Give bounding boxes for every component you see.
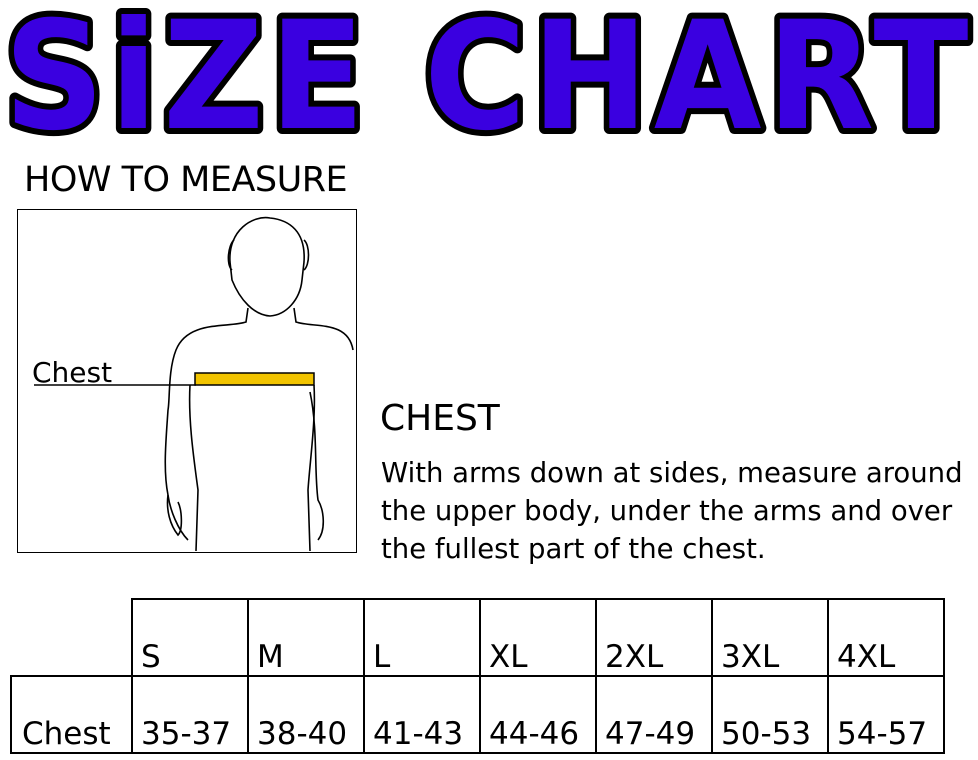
table-cell: 44-46	[479, 675, 597, 754]
table-row: Chest 35-37 38-40 41-43 44-46 47-49 50-5…	[10, 675, 945, 754]
table-cell: 54-57	[827, 675, 945, 754]
section-title: CHEST	[380, 398, 500, 439]
size-table: S M L XL 2XL 3XL 4XL Chest 35-37 38-40 4…	[10, 598, 945, 754]
table-cell: 41-43	[363, 675, 481, 754]
body-outline-illustration	[34, 216, 354, 551]
section-instructions: With arms down at sides, measure around …	[381, 457, 963, 565]
size-header: L	[363, 598, 481, 677]
how-to-measure-heading: HOW TO MEASURE	[24, 160, 348, 200]
title-text: SiZE CHART	[4, 0, 974, 150]
table-cell: 50-53	[711, 675, 829, 754]
table-cell: 35-37	[131, 675, 249, 754]
size-header: M	[247, 598, 365, 677]
measure-figure: Chest	[17, 209, 357, 553]
row-label: Chest	[10, 675, 133, 754]
size-header: 4XL	[827, 598, 945, 677]
size-header: 2XL	[595, 598, 713, 677]
measuring-tape-icon	[194, 372, 315, 386]
size-header: 3XL	[711, 598, 829, 677]
empty-corner-cell	[11, 599, 132, 676]
table-cell: 47-49	[595, 675, 713, 754]
table-cell: 38-40	[247, 675, 365, 754]
chest-label: Chest	[32, 356, 113, 389]
size-header: S	[131, 598, 249, 677]
size-header: XL	[479, 598, 597, 677]
size-chart-title: SiZE CHART	[0, 0, 974, 150]
size-header-row: S M L XL 2XL 3XL 4XL	[11, 598, 945, 677]
